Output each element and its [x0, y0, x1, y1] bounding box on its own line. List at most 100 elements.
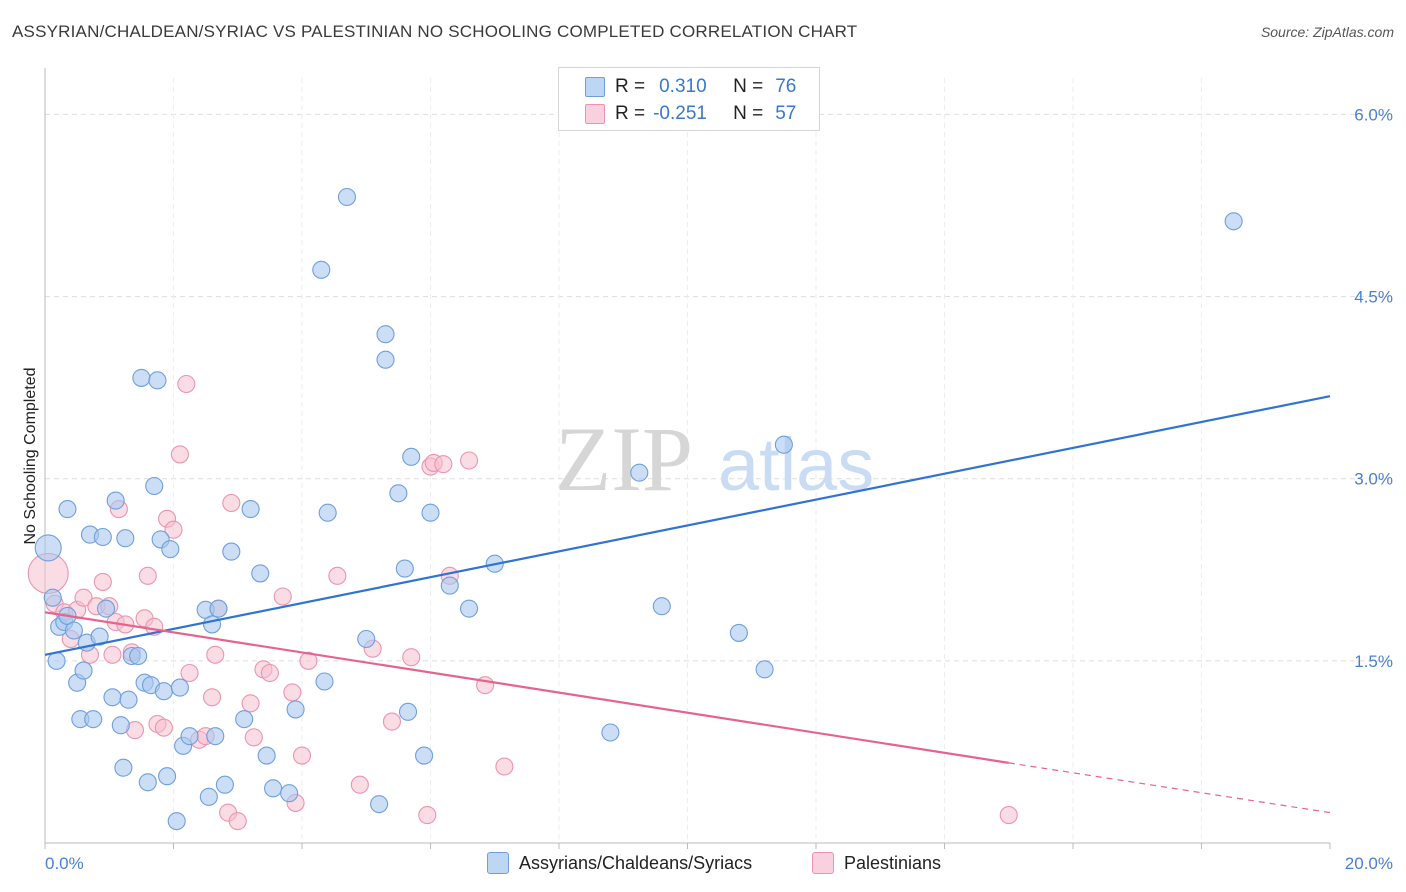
assyrians-point	[395, 559, 414, 578]
legend-item-palestinians: Palestinians	[812, 852, 941, 874]
palestinians-point	[382, 712, 402, 731]
legend-swatch-pink	[585, 104, 605, 124]
palestinians-point	[260, 663, 279, 683]
assyrians-point	[103, 688, 122, 707]
chart-title: ASSYRIAN/CHALDEAN/SYRIAC VS PALESTINIAN …	[12, 22, 858, 41]
assyrians-trend-line	[44, 395, 1331, 656]
assyrians-point	[203, 615, 222, 634]
assyrians-point	[257, 746, 276, 765]
r-label: R =	[615, 103, 646, 124]
assyrians-point	[312, 260, 331, 279]
palestinians-point	[93, 572, 112, 591]
assyrians-point	[129, 646, 148, 666]
trend-lines	[44, 395, 1331, 814]
palestinians-point	[350, 775, 369, 794]
palestinians-point	[283, 683, 302, 702]
axes	[44, 68, 1331, 849]
assyrians-point	[64, 621, 83, 640]
assyrians-point	[206, 727, 225, 746]
assyrians-point	[34, 534, 62, 562]
legend-swatch-pink	[812, 852, 834, 874]
palestinians-point	[402, 648, 421, 667]
assyrians-point	[241, 500, 260, 519]
assyrians-point	[652, 597, 671, 616]
assyrians-point	[370, 795, 389, 814]
palestinians-point	[228, 812, 247, 831]
palestinians-point	[999, 806, 1018, 825]
assyrians-point	[74, 661, 93, 680]
palestinians-point	[495, 757, 514, 776]
assyrians-point	[119, 690, 138, 709]
legend-label-palestinians: Palestinians	[844, 852, 942, 873]
assyrians-point	[235, 710, 254, 729]
assyrians-point	[154, 682, 173, 701]
assyrians-point	[58, 500, 77, 519]
assyrians-point	[398, 702, 418, 721]
legend-swatch-blue	[585, 77, 605, 97]
palestinians-trend-extension	[1008, 762, 1331, 814]
assyrians-point	[111, 716, 130, 735]
assyrians-point	[170, 678, 189, 697]
palestinians-point	[138, 566, 157, 585]
assyrians-point	[161, 540, 180, 559]
n-value: 57	[775, 103, 797, 124]
n-label: N =	[733, 76, 764, 97]
x-tick-labels: 0.0% 20.0%	[45, 854, 1393, 873]
assyrians-point	[264, 779, 283, 798]
assyrians-points	[34, 187, 1243, 831]
palestinians-point	[292, 746, 312, 765]
n-value: 76	[775, 76, 797, 97]
legend-row-assyrians: R = 0.310 N = 76	[585, 75, 796, 99]
palestinians-point	[170, 445, 189, 464]
palestinians-point	[459, 451, 479, 470]
legend-swatch-blue	[487, 852, 509, 874]
palestinians-point	[74, 588, 93, 607]
r-value: 0.310	[659, 76, 707, 97]
assyrians-point	[415, 746, 434, 765]
assyrians-point	[376, 325, 395, 344]
palestinians-point	[164, 520, 183, 539]
palestinians-point	[328, 566, 347, 585]
palestinians-point	[222, 493, 241, 513]
assyrians-point	[84, 710, 103, 729]
palestinians-point	[241, 694, 260, 713]
x-tick-label: 20.0%	[1345, 854, 1393, 873]
assyrians-point	[106, 491, 125, 510]
assyrians-point	[47, 651, 66, 670]
assyrians-point	[280, 784, 299, 803]
assyrians-point	[376, 350, 395, 369]
assyrians-point	[1224, 212, 1243, 231]
source-label: Source: ZipAtlas.com	[1260, 24, 1394, 40]
assyrians-point	[167, 812, 186, 831]
palestinians-point	[206, 645, 225, 664]
assyrians-point	[421, 503, 440, 522]
assyrians-point	[440, 576, 459, 595]
assyrians-point	[114, 758, 133, 777]
x-tick-label: 0.0%	[45, 854, 84, 873]
r-label: R =	[615, 76, 646, 97]
assyrians-point	[199, 787, 218, 806]
legend-row-palestinians: R = -0.251 N = 57	[585, 102, 796, 126]
y-tick-label: 3.0%	[1354, 470, 1393, 489]
palestinians-point	[177, 374, 196, 394]
assyrians-point	[315, 672, 334, 691]
palestinians-point	[203, 688, 222, 707]
assyrians-point	[402, 447, 421, 466]
assyrians-point	[43, 588, 62, 607]
assyrians-point	[286, 700, 305, 719]
y-tick-label: 6.0%	[1354, 105, 1393, 124]
assyrians-point	[601, 723, 620, 742]
assyrians-point	[222, 542, 241, 561]
legend-label-assyrians: Assyrians/Chaldeans/Syriacs	[519, 852, 753, 873]
palestinians-trend-line	[44, 611, 1009, 764]
assyrians-point	[318, 503, 337, 522]
palestinians-point	[273, 587, 292, 606]
assyrians-point	[389, 484, 408, 503]
assyrians-point	[90, 627, 109, 646]
assyrians-point	[337, 187, 357, 207]
correlation-legend: R = 0.310 N = 76 R = -0.251 N = 57	[558, 67, 820, 131]
r-value: -0.251	[653, 103, 707, 124]
palestinians-point	[244, 728, 263, 747]
assyrians-point	[138, 773, 157, 792]
